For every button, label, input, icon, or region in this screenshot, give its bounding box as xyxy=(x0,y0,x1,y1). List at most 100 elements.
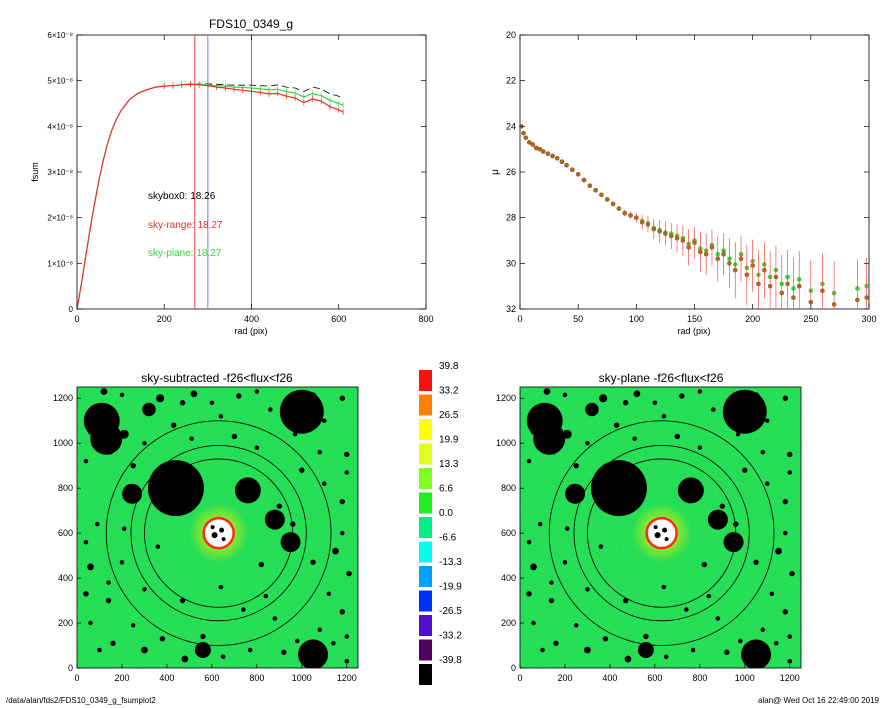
sky-subtracted-masked-source xyxy=(272,616,278,621)
sky-plane-masked-source xyxy=(585,402,599,417)
sky-plane-masked-source xyxy=(543,388,551,395)
sky-plane-masked-source xyxy=(585,440,590,446)
colorbar-swatch xyxy=(419,468,432,489)
sky-subtracted-masked-source xyxy=(254,389,260,394)
point-sky-range xyxy=(767,283,773,289)
sky-subtracted-masked-source xyxy=(122,483,143,504)
sky-plane-masked-source xyxy=(723,532,744,553)
sky-plane-x-tick-label: 0 xyxy=(517,673,522,683)
sky-subtracted-masked-source xyxy=(218,584,224,590)
sky-plane-masked-source xyxy=(774,641,779,646)
sky-subtracted-y-tick-label: 1000 xyxy=(53,438,73,448)
point-sky-range xyxy=(545,151,551,157)
sky-plane-x-tick-label: 1200 xyxy=(780,673,800,683)
x-tick-label: 600 xyxy=(331,314,346,324)
colorbar-swatch xyxy=(419,664,432,685)
sky-subtracted-masked-source xyxy=(119,560,125,565)
x-tick-label: 0 xyxy=(517,314,522,324)
sky-plane-masked-source xyxy=(602,636,609,642)
x-tick-label: 300 xyxy=(861,314,876,324)
point-sky-range xyxy=(674,235,680,241)
sky-plane-masked-source xyxy=(632,436,637,441)
sky-plane-y-tick-label: 1200 xyxy=(496,393,516,403)
sky-plane-masked-source xyxy=(565,483,586,504)
sky-plane-masked-source xyxy=(643,633,649,640)
sky-subtracted-masked-source xyxy=(119,392,125,398)
sky-plane-annulus xyxy=(587,458,737,608)
footer-path: /data/alan/fds2/FDS10_0349_g_fsumplot2 xyxy=(6,696,156,705)
point-sky-range xyxy=(554,156,560,161)
y-tick-label: 0 xyxy=(69,305,74,314)
sky-plane-masked-source xyxy=(724,649,730,655)
sky-plane-masked-source xyxy=(562,392,568,398)
sky-plane-masked-source xyxy=(697,389,703,394)
sky-subtracted-masked-source xyxy=(241,607,246,612)
sky-plane-x-tick-label: 800 xyxy=(692,673,707,683)
sky-plane-map-panel: sky-plane -f26<flux<f26 0 200 400 600 800 100… xyxy=(496,371,802,683)
point-sky-range xyxy=(564,162,569,168)
point-sky-range xyxy=(634,215,639,220)
sky-plane-x-tick-label: 200 xyxy=(557,673,572,683)
sky-plane-masked-source xyxy=(733,521,739,527)
sky-subtracted-masked-source xyxy=(142,440,147,446)
sky-plane-masked-source xyxy=(738,638,743,644)
sky-plane-masked-source xyxy=(690,647,696,653)
sky-subtracted-masked-source xyxy=(94,521,100,527)
colorbar-label: 39.8 xyxy=(439,361,459,372)
sky-subtracted-masked-source xyxy=(159,636,166,642)
sky-plane-masked-source xyxy=(735,431,741,437)
colorbar-swatch xyxy=(419,615,432,636)
point-sky-range xyxy=(820,288,825,294)
sky-subtracted-masked-source xyxy=(83,591,89,597)
colorbar-swatch xyxy=(419,566,432,587)
point-sky-range xyxy=(864,295,869,300)
sky-subtracted-map-panel: sky-subtracted -f26<flux<f26 0 200 400 600 8… xyxy=(53,371,359,683)
sky-subtracted-masked-source xyxy=(97,647,102,653)
colorbar-swatch xyxy=(419,492,432,514)
sky-plane-annulus xyxy=(548,420,775,646)
sky-plane-masked-source xyxy=(633,390,641,398)
sky-plane-masked-source xyxy=(782,609,788,615)
sky-plane-core-ring xyxy=(645,516,678,550)
sky-plane-masked-source xyxy=(760,627,766,633)
sky-subtracted-masked-source xyxy=(298,639,329,668)
sky-subtracted-masked-source xyxy=(339,395,345,401)
sky-plane-masked-source xyxy=(697,445,703,450)
sky-subtracted-masked-source xyxy=(179,400,186,406)
sky-subtracted-masked-source xyxy=(200,633,206,640)
sky-subtracted-masked-source xyxy=(295,638,300,644)
sky-subtracted-masked-source xyxy=(331,641,336,646)
colorbar-swatch xyxy=(419,517,432,538)
sky-plane-masked-source xyxy=(584,646,591,654)
sky-plane-masked-source xyxy=(526,591,532,597)
point-sky-range xyxy=(744,272,750,278)
sky-plane-core-blob xyxy=(654,532,661,539)
point-sky-range xyxy=(779,290,785,296)
sky-subtracted-x-tick-label: 800 xyxy=(249,673,264,683)
point-sky-range xyxy=(604,197,610,202)
sky-subtracted-core-blob xyxy=(221,537,226,542)
sky-subtracted-masked-source xyxy=(258,561,265,568)
sky-plane-masked-source xyxy=(590,460,647,517)
sky-plane-masked-source xyxy=(622,597,629,604)
sky-subtracted-x-tick-label: 1000 xyxy=(292,673,312,683)
sky-subtracted-masked-source xyxy=(299,467,305,473)
point-sky-range xyxy=(537,146,543,152)
point-sky-range xyxy=(581,177,587,183)
sky-plane-masked-source xyxy=(526,458,532,464)
sky-plane-masked-source xyxy=(531,620,536,626)
sky-subtracted-core-ring xyxy=(202,516,235,550)
sky-plane-masked-source xyxy=(652,400,658,405)
point-sky-range xyxy=(855,297,860,303)
sky-plane-masked-source xyxy=(526,539,532,545)
sky-subtracted-masked-source xyxy=(326,591,332,597)
colorbar-swatch xyxy=(419,541,432,563)
sky-plane-masked-source xyxy=(663,654,669,660)
colorbar-swatch xyxy=(419,394,432,416)
sky-subtracted-masked-source xyxy=(317,449,323,455)
point-sky-range xyxy=(530,142,536,147)
colorbar-label: 26.5 xyxy=(439,410,459,421)
sky-subtracted-masked-source xyxy=(155,544,161,549)
point-sky-range xyxy=(587,183,593,188)
